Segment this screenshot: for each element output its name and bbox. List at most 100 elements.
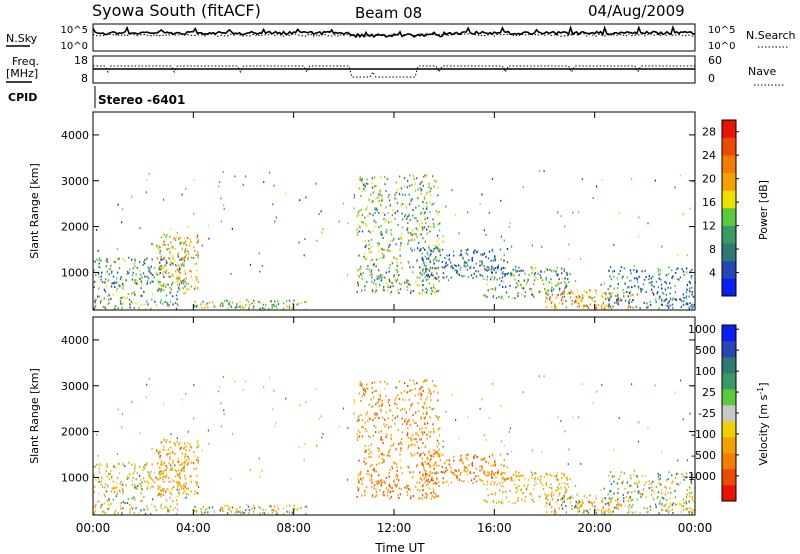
echo-cell bbox=[381, 276, 383, 279]
echo-cell bbox=[452, 267, 454, 270]
echo-cell bbox=[425, 208, 428, 210]
echo-cell bbox=[565, 285, 567, 288]
echo-cell bbox=[361, 419, 364, 422]
echo-cell bbox=[532, 488, 535, 491]
echo-cell bbox=[634, 285, 636, 288]
echo-cell bbox=[148, 475, 150, 478]
echo-cell bbox=[556, 486, 559, 489]
echo-cell-sparse bbox=[531, 449, 533, 452]
echo-cell bbox=[460, 459, 462, 461]
echo-cell bbox=[384, 175, 386, 178]
echo-cell bbox=[433, 244, 435, 247]
echo-cell bbox=[428, 269, 431, 272]
echo-cell bbox=[368, 212, 370, 215]
echo-cell bbox=[670, 491, 672, 494]
echo-cell bbox=[417, 434, 419, 437]
echo-cell bbox=[423, 197, 426, 200]
echo-cell-sparse bbox=[358, 481, 360, 484]
echo-cell bbox=[129, 508, 131, 511]
echo-cell-sparse bbox=[451, 394, 453, 397]
echo-cell bbox=[419, 223, 421, 226]
echo-cell bbox=[488, 250, 491, 253]
echo-cell bbox=[566, 478, 568, 481]
echo-cell bbox=[375, 491, 378, 494]
echo-cell bbox=[176, 440, 178, 443]
echo-cell bbox=[481, 262, 483, 265]
echo-cell bbox=[563, 495, 565, 497]
echo-cell bbox=[201, 512, 204, 515]
echo-cell-sparse bbox=[395, 181, 397, 184]
echo-cell bbox=[677, 472, 679, 475]
echo-cell bbox=[631, 506, 633, 508]
echo-cell bbox=[446, 480, 448, 483]
echo-cell bbox=[378, 417, 380, 419]
echo-cell bbox=[378, 405, 380, 408]
echo-cell bbox=[458, 459, 461, 462]
echo-cell bbox=[543, 282, 545, 285]
echo-cell bbox=[423, 380, 425, 383]
echo-cell bbox=[94, 260, 96, 263]
echo-cell bbox=[181, 247, 183, 250]
echo-cell bbox=[658, 512, 660, 515]
echo-cell bbox=[550, 270, 553, 273]
echo-cell bbox=[561, 482, 563, 485]
echo-cell-sparse bbox=[117, 408, 119, 411]
echo-cell bbox=[183, 442, 186, 445]
echo-cell bbox=[160, 288, 163, 291]
echo-cell bbox=[669, 297, 672, 300]
echo-cell bbox=[416, 259, 418, 262]
echo-cell bbox=[246, 503, 248, 506]
echo-cell bbox=[165, 440, 167, 443]
echo-cell-sparse bbox=[170, 433, 172, 436]
echo-cell bbox=[189, 443, 191, 446]
echo-cell bbox=[106, 258, 108, 261]
echo-cell bbox=[236, 303, 238, 306]
echo-cell bbox=[486, 269, 489, 272]
echo-cell bbox=[514, 473, 517, 476]
echo-cell bbox=[164, 506, 166, 508]
echo-cell bbox=[454, 473, 456, 476]
echo-cell bbox=[98, 262, 100, 265]
echo-cell bbox=[160, 493, 163, 496]
echo-cell bbox=[414, 189, 417, 192]
echo-cell bbox=[374, 470, 376, 473]
echo-cell bbox=[164, 301, 166, 303]
echo-cell bbox=[400, 233, 403, 235]
echo-cell bbox=[391, 419, 394, 422]
echo-cell bbox=[379, 398, 381, 401]
echo-cell bbox=[379, 380, 382, 383]
echo-cell bbox=[635, 510, 637, 513]
echo-cell bbox=[626, 496, 628, 498]
echo-cell bbox=[378, 212, 380, 214]
echo-cell-sparse bbox=[689, 207, 691, 210]
echo-cell bbox=[93, 286, 95, 289]
echo-cell bbox=[665, 499, 668, 501]
echo-cell bbox=[387, 454, 389, 457]
echo-cell bbox=[433, 384, 435, 387]
echo-cell bbox=[114, 261, 116, 264]
echo-cell bbox=[546, 290, 548, 293]
echo-cell bbox=[638, 480, 641, 483]
echo-cell bbox=[415, 485, 417, 488]
echo-cell bbox=[436, 445, 438, 448]
echo-cell bbox=[422, 237, 424, 240]
echo-cell bbox=[561, 293, 563, 296]
echo-cell bbox=[400, 392, 403, 395]
echo-cell bbox=[602, 301, 604, 304]
echo-cell bbox=[388, 399, 390, 401]
echo-cell bbox=[103, 306, 105, 308]
echo-cell bbox=[413, 382, 415, 385]
echo-cell bbox=[144, 275, 146, 278]
echo-cell bbox=[569, 291, 572, 294]
echo-cell bbox=[158, 450, 161, 453]
echo-cell bbox=[432, 259, 435, 262]
echo-cell bbox=[487, 462, 490, 465]
echo-cell bbox=[197, 459, 199, 462]
echo-cell bbox=[679, 276, 682, 279]
echo-cell bbox=[365, 387, 368, 390]
echo-cell bbox=[406, 434, 408, 437]
echo-cell bbox=[176, 276, 178, 279]
echo-cell-sparse bbox=[258, 252, 260, 255]
echo-cell bbox=[386, 383, 389, 385]
echo-cell bbox=[421, 257, 424, 260]
